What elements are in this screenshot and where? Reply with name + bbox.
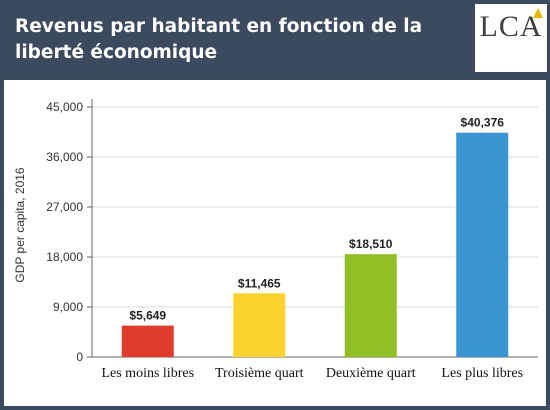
y-tick-label: 27,000 xyxy=(46,200,83,214)
data-label: $5,649 xyxy=(129,309,166,323)
chart-panel: 0 9,000 18,000 27,000 36,000 45,000 $5,649 Les … xyxy=(4,80,546,406)
x-category-label: Troisième quart xyxy=(215,366,304,381)
bar xyxy=(456,132,509,357)
y-axis-label: GDP per capita, 2016 xyxy=(13,167,27,283)
bar xyxy=(121,325,174,357)
header: Revenus par habitant en fonction de la l… xyxy=(0,0,550,80)
y-tick-label: 45,000 xyxy=(46,100,83,114)
y-tick-label: 36,000 xyxy=(46,150,83,164)
data-label: $40,376 xyxy=(461,116,505,130)
x-category-label: Deuxième quart xyxy=(326,366,416,381)
x-category-label: Les moins libres xyxy=(101,366,194,381)
y-tick-label: 0 xyxy=(76,350,83,364)
bars xyxy=(121,132,509,357)
bar xyxy=(344,254,397,357)
chart-title: Revenus par habitant en fonction de la l… xyxy=(15,16,423,63)
y-tick-label: 18,000 xyxy=(46,250,83,264)
data-label: $18,510 xyxy=(349,237,393,251)
x-category-label: Les plus libres xyxy=(441,366,523,381)
logo-accent-icon xyxy=(533,8,543,18)
data-label: $11,465 xyxy=(238,276,281,290)
labels: 0 9,000 18,000 27,000 36,000 45,000 $5,649 Les … xyxy=(46,100,523,381)
bar xyxy=(233,293,286,357)
logo-text: LCA xyxy=(479,10,543,43)
y-tick-label: 9,000 xyxy=(53,300,83,314)
lca-logo: LCA xyxy=(475,4,547,72)
bar-chart: 0 9,000 18,000 27,000 36,000 45,000 $5,649 Les … xyxy=(13,99,538,381)
